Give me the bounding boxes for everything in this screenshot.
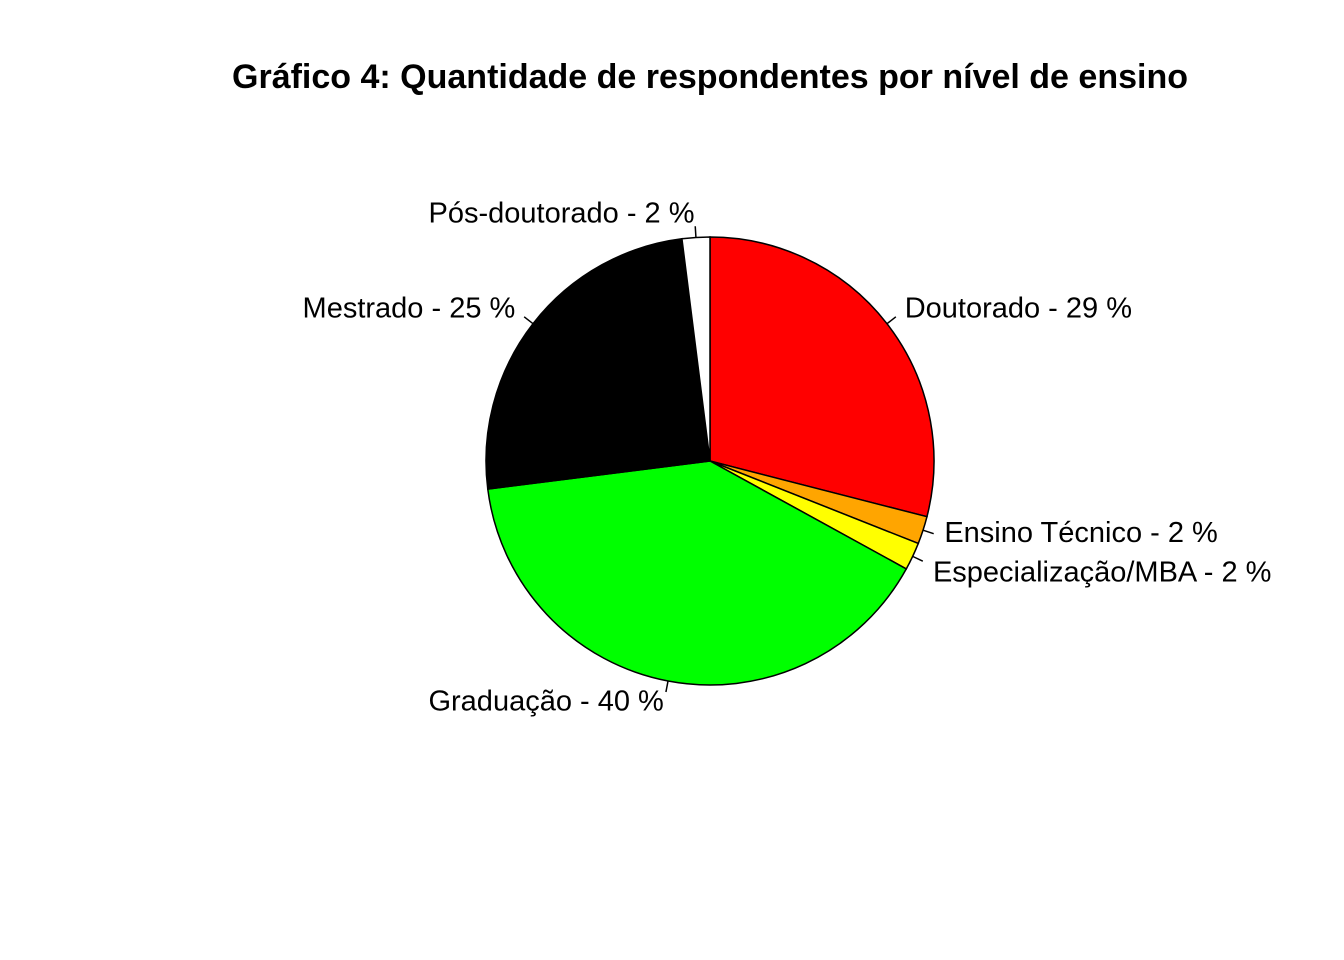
label-leader-line: [922, 529, 934, 535]
label-leader-line: [886, 316, 897, 325]
slice-label: Mestrado - 25 %: [303, 293, 516, 325]
chart-title: Gráfico 4: Quantidade de respondentes po…: [232, 58, 1188, 96]
slice-labels: Doutorado - 29 % Ensino Técnico - 2 % Espe…: [303, 198, 1272, 718]
slice-label: Pós-doutorado - 2 %: [429, 198, 695, 230]
pie-slice: [485, 237, 711, 490]
slice-label: Doutorado - 29 %: [905, 293, 1132, 325]
label-leader-line: [523, 316, 534, 325]
pie-slices: [485, 236, 935, 686]
slice-label: Especialização/MBA - 2 %: [933, 557, 1271, 589]
label-leaders: [523, 226, 934, 693]
slice-label: Ensino Técnico - 2 %: [944, 517, 1218, 549]
label-leader-line: [694, 226, 697, 238]
slice-label: Graduação - 40 %: [428, 686, 663, 718]
label-leader-line: [912, 555, 924, 562]
label-leader-line: [665, 680, 669, 693]
pie-slice: [709, 236, 935, 518]
